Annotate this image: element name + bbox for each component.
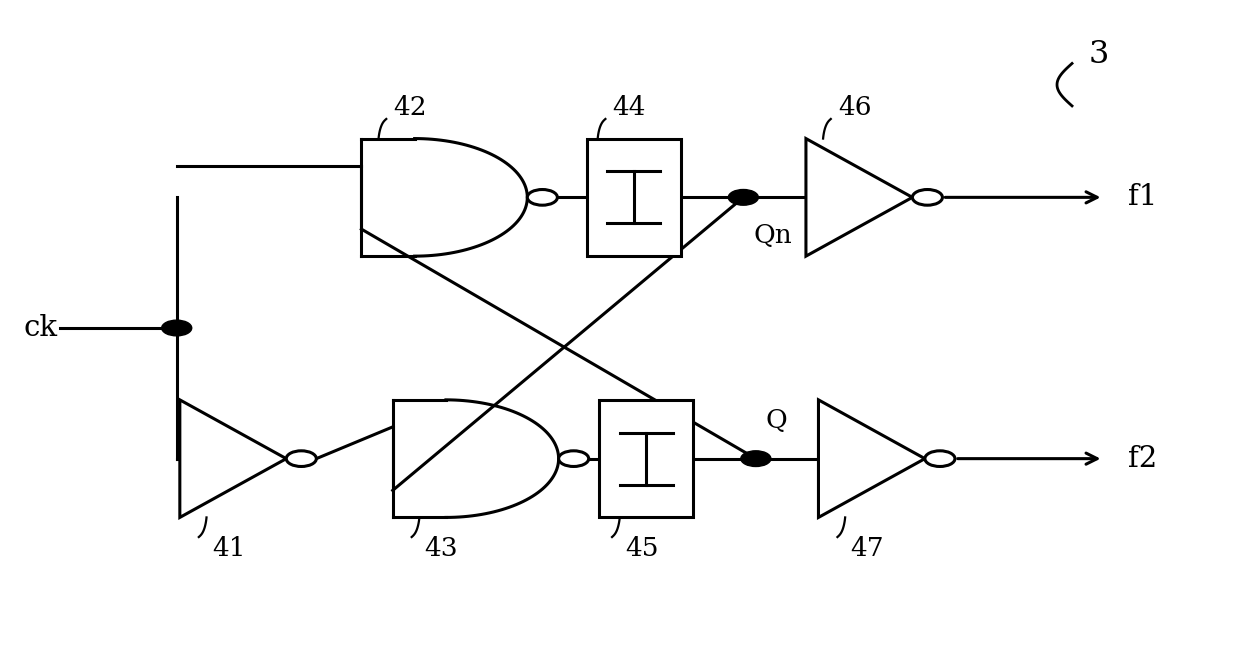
Text: 45: 45 [625,536,659,561]
Polygon shape [806,138,912,256]
Text: 43: 43 [424,536,458,561]
Circle shape [286,451,316,466]
Text: f2: f2 [1128,445,1157,472]
Circle shape [162,320,192,336]
Text: 3: 3 [1088,39,1108,70]
Text: 47: 47 [851,536,884,561]
Circle shape [912,190,943,205]
Circle shape [558,451,589,466]
Text: ck: ck [24,314,58,342]
Circle shape [527,190,557,205]
Text: f1: f1 [1128,184,1157,211]
Circle shape [740,451,771,466]
Text: Q: Q [766,407,788,432]
Bar [587,138,680,256]
Bar [600,400,693,518]
Text: Qn: Qn [753,224,792,249]
Polygon shape [818,400,925,518]
Text: 44: 44 [612,95,646,120]
Circle shape [728,190,758,205]
Text: 41: 41 [212,536,245,561]
Polygon shape [179,400,286,518]
Text: 46: 46 [838,95,871,120]
Text: 42: 42 [393,95,427,120]
Circle shape [925,451,955,466]
